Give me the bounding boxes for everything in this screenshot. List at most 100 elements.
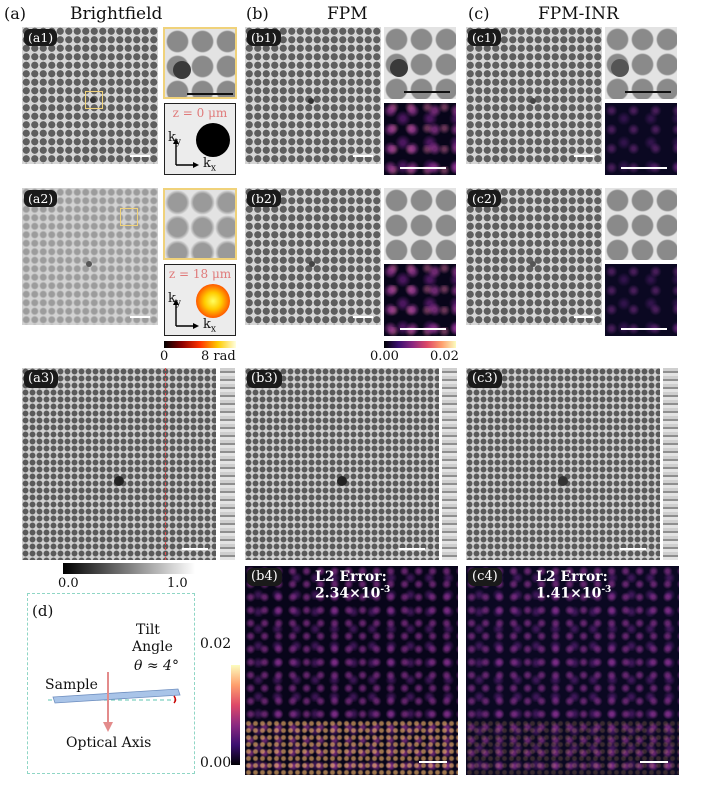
panel-c4-error-map: (c4) L2 Error: 1.41×10-3 xyxy=(466,566,679,775)
panel-c4-l2-error: L2 Error: 1.41×10-3 xyxy=(536,569,612,602)
scale-bar xyxy=(130,155,150,157)
panel-b2-tag: (b2) xyxy=(247,190,281,207)
panel-c2-tag: (c2) xyxy=(468,190,501,207)
panel-a2-zoom xyxy=(163,188,237,260)
panel-b1-error-map xyxy=(384,103,456,175)
panel-a2-image: (a2) xyxy=(22,188,158,325)
error-colorbar-large-min: 0.00 xyxy=(200,755,232,771)
panel-b2-error-map xyxy=(384,264,456,336)
panel-c1-zoom xyxy=(605,27,677,99)
ky-label: ky xyxy=(168,130,181,148)
pupil-disk xyxy=(196,284,230,318)
defect-zoom xyxy=(173,61,191,79)
defect-spot xyxy=(90,97,96,103)
panel-c4-tag: (c4) xyxy=(468,568,502,586)
scale-bar xyxy=(182,548,208,550)
defect-spot xyxy=(114,476,124,486)
panel-c1-error-map xyxy=(605,103,677,175)
col-c-title: FPM-INR xyxy=(538,4,619,24)
scale-bar xyxy=(353,155,373,157)
panel-a3-tag: (a3) xyxy=(24,370,59,388)
defect-spot xyxy=(558,476,568,486)
tilt-label-line1: Tilt xyxy=(136,622,160,638)
axes-icon xyxy=(173,299,199,329)
defect-spot xyxy=(337,476,347,486)
scale-bar xyxy=(621,328,667,330)
tilt-angle-value: θ ≈ 4° xyxy=(134,658,179,674)
panel-b4-tag: (b4) xyxy=(247,568,282,586)
pupil-diagram-bottom: z = 18 μm ky kx xyxy=(164,264,236,336)
panel-b1-zoom xyxy=(384,27,456,99)
scale-bar xyxy=(399,548,425,550)
panel-a3-side-profile xyxy=(220,368,235,560)
col-b-title: FPM xyxy=(327,4,368,24)
defect-zoom xyxy=(390,59,408,77)
scale-bar xyxy=(419,761,447,763)
panel-a1-tag: (a1) xyxy=(24,29,58,46)
panel-d-tag: (d) xyxy=(32,602,54,620)
defect-spot xyxy=(530,261,536,267)
scale-bar xyxy=(130,316,150,318)
scale-bar xyxy=(404,91,450,93)
col-a-letter: (a) xyxy=(4,4,27,23)
scale-bar xyxy=(353,316,373,318)
scale-bar xyxy=(574,316,594,318)
error-colorbar-large xyxy=(231,665,240,765)
pupil-diagram-top: z = 0 μm ky kx xyxy=(164,103,236,175)
edge-error-band xyxy=(245,720,458,775)
tilted-sample-icon xyxy=(48,672,181,732)
ky-label: ky xyxy=(168,291,181,309)
axes-icon xyxy=(173,138,199,168)
line-profile-marker xyxy=(165,368,166,560)
error-colorbar-small-max: 0.02 xyxy=(430,349,459,364)
panel-c3-image: (c3) xyxy=(466,368,660,560)
panel-c1-tag: (c1) xyxy=(468,29,501,46)
pupil-disk xyxy=(196,123,230,157)
scale-bar xyxy=(574,155,594,157)
error-colorbar-small xyxy=(384,341,456,348)
panel-b2-zoom xyxy=(384,188,456,260)
panel-c1-image: (c1) xyxy=(466,27,602,164)
panel-a3-image: (a3) xyxy=(22,368,216,560)
panel-b4-l2-error: L2 Error: 2.34×10-3 xyxy=(315,569,391,602)
panel-c2-zoom xyxy=(605,188,677,260)
panel-c3-tag: (c3) xyxy=(468,370,502,388)
sample-label: Sample xyxy=(45,677,98,693)
panel-b3-tag: (b3) xyxy=(247,370,282,388)
edge-error-band xyxy=(466,720,679,775)
col-c-letter: (c) xyxy=(468,4,490,23)
amplitude-colorbar-max: 1.0 xyxy=(167,576,188,591)
panel-a1-image: (a1) xyxy=(22,27,158,164)
zoom-box xyxy=(120,208,138,226)
amplitude-colorbar-gradient xyxy=(63,563,195,574)
error-colorbar-small-gradient xyxy=(384,341,456,348)
scale-bar xyxy=(625,91,671,93)
pupil-z-label: z = 18 μm xyxy=(168,267,232,281)
panel-b3-image: (b3) xyxy=(245,368,439,560)
panel-c3-side-profile xyxy=(663,368,678,560)
col-a-title: Brightfield xyxy=(70,4,163,24)
panel-a1-zoom xyxy=(163,27,237,99)
scale-bar xyxy=(400,167,446,169)
panel-c2-image: (c2) xyxy=(466,188,602,325)
error-colorbar-small-min: 0.00 xyxy=(370,349,399,364)
panel-b3-side-profile xyxy=(442,368,457,560)
pupil-z-label: z = 0 μm xyxy=(172,106,228,120)
defect-spot xyxy=(86,261,92,267)
defect-spot xyxy=(530,98,536,104)
tilt-diagram: (d) Tilt Angle θ ≈ 4° Sample Optical Axi… xyxy=(27,593,195,774)
kx-label: kx xyxy=(203,317,216,335)
phase-colorbar-min: 0 xyxy=(160,349,169,364)
amplitude-colorbar-min: 0.0 xyxy=(58,576,79,591)
tilt-label-line2: Angle xyxy=(132,639,173,655)
phase-colorbar-gradient xyxy=(164,341,236,348)
kx-label: kx xyxy=(203,156,216,174)
scale-bar xyxy=(621,167,667,169)
scale-bar xyxy=(400,328,446,330)
defect-spot xyxy=(308,98,314,104)
error-colorbar-large-max: 0.02 xyxy=(200,636,232,652)
panel-b1-tag: (b1) xyxy=(247,29,281,46)
scale-bar xyxy=(620,548,646,550)
amplitude-colorbar xyxy=(63,563,195,574)
panel-b1-image: (b1) xyxy=(245,27,381,164)
